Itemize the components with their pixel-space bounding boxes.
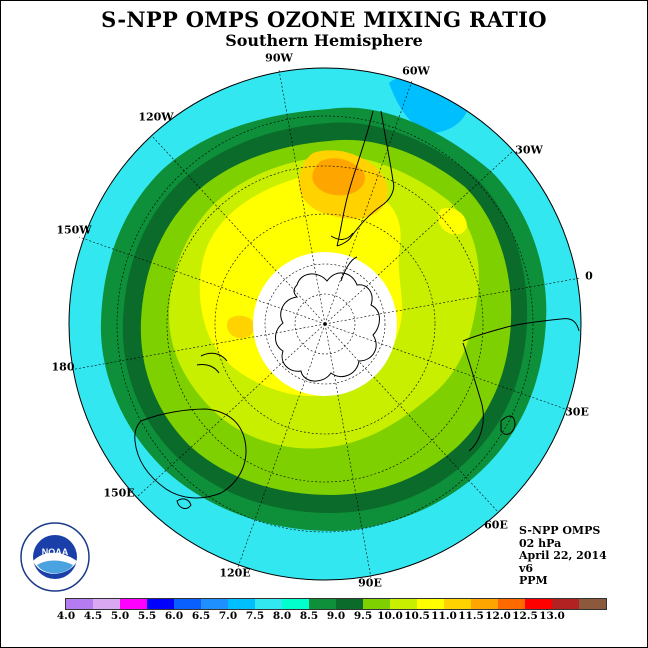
colorbar-tick-label: 9.0 [326, 610, 346, 622]
colorbar-swatch [444, 599, 471, 609]
colorbar-tick-labels: 4.0 4.5 5.0 5.5 6.0 6.5 7.0 7.5 8.0 8.5 9.0 9.5 10.0… [1, 610, 647, 624]
colorbar-swatch [66, 599, 93, 609]
info-units: PPM [519, 574, 548, 587]
colorbar-swatch [147, 599, 174, 609]
colorbar-swatch [228, 599, 255, 609]
colorbar-tick-label: 8.5 [299, 610, 319, 622]
colorbar-swatch [417, 599, 444, 609]
colorbar-tick-label: 11.0 [431, 610, 457, 622]
colorbar-tick-label: 10.0 [377, 610, 403, 622]
new-zealand-coastline [196, 352, 228, 374]
colorbar-tick-label: 9.5 [353, 610, 373, 622]
colorbar-tick-label: 5.0 [110, 610, 130, 622]
antarctica-coastline [275, 272, 380, 382]
colorbar-swatch [579, 599, 606, 609]
colorbar-tick-label: 10.5 [404, 610, 430, 622]
info-block: S-NPP OMPS 02 hPa April 22, 2014 v6 PPM [519, 524, 607, 588]
colorbar-swatch [471, 599, 498, 609]
lon-label-60w: 60W [402, 64, 430, 78]
colorbar-tick-label: 6.5 [191, 610, 211, 622]
colorbar-swatch [174, 599, 201, 609]
south-america-coastline [336, 110, 395, 247]
map-title: S-NPP OMPS OZONE MIXING RATIO [101, 7, 547, 32]
map-boundary [68, 67, 582, 581]
colorbar-swatch [552, 599, 579, 609]
lon-label-150e: 150E [103, 486, 135, 500]
africa-coastline [462, 318, 580, 452]
australia-coastline [134, 408, 247, 499]
tasmania-coastline [176, 498, 192, 509]
info-pressure-level: 02 hPa [519, 536, 562, 550]
colorbar-tick-label: 12.5 [512, 610, 538, 622]
colorbar-tick-label: 7.5 [245, 610, 265, 622]
antarctic-peninsula-coastline [340, 256, 358, 282]
lon-label-150w: 150W [56, 223, 92, 237]
band-11.0-11.5 [312, 158, 365, 196]
map-subtitle: Southern Hemisphere [225, 31, 423, 50]
lon-label-0: 0 [585, 269, 593, 283]
lon-label-90e: 90E [358, 576, 382, 590]
colorbar-tick-label: 7.0 [218, 610, 238, 622]
colorbar-tick-label: 8.0 [272, 610, 292, 622]
lon-label-30e: 30E [565, 405, 589, 419]
colorbar-tick-label: 6.0 [164, 610, 184, 622]
colorbar-tick-label: 12.0 [485, 610, 511, 622]
colorbar-swatch [201, 599, 228, 609]
colorbar-tick-label: 5.5 [137, 610, 157, 622]
info-instrument: S-NPP OMPS [519, 524, 601, 537]
colorbar-swatch [93, 599, 120, 609]
colorbar-tick-label: 11.5 [458, 610, 484, 622]
colorbar-swatch [498, 599, 525, 609]
colorbar-swatch [363, 599, 390, 609]
colorbar-tick-label: 4.5 [83, 610, 103, 622]
south-america-tip [330, 232, 354, 240]
noaa-logo: NOAA [20, 522, 90, 592]
colorbar-tick-label: 13.0 [539, 610, 565, 622]
colorbar-tick-label: 4.0 [56, 610, 76, 622]
colorbar-swatch [255, 599, 282, 609]
lon-label-120w: 120W [138, 110, 174, 124]
info-date: April 22, 2014 [519, 549, 607, 562]
lon-label-30w: 30W [515, 143, 543, 157]
colorbar [65, 598, 607, 610]
colorbar-swatch [309, 599, 336, 609]
lon-label-120e: 120E [219, 566, 251, 580]
madagascar-coastline [500, 415, 516, 435]
colorbar-swatch [525, 599, 552, 609]
colorbar-swatch [336, 599, 363, 609]
colorbar-swatch [120, 599, 147, 609]
lon-label-60e: 60E [484, 518, 508, 532]
lon-label-90w: 90W [265, 51, 293, 65]
colorbar-swatch [390, 599, 417, 609]
info-version: v6 [519, 561, 534, 575]
colorbar-swatch [282, 599, 309, 609]
logo-text: NOAA [42, 547, 69, 557]
lon-label-180: 180 [51, 360, 75, 374]
